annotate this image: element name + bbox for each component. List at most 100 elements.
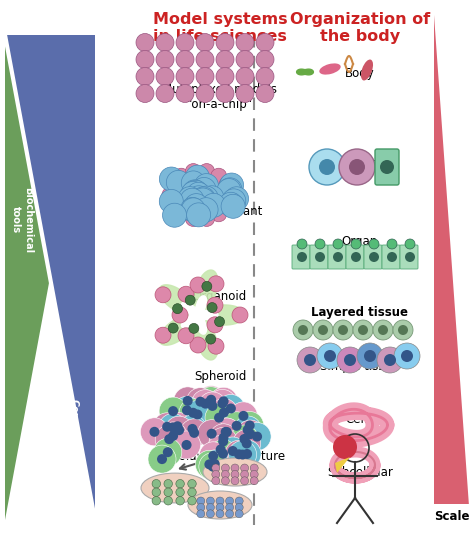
Circle shape (182, 198, 205, 222)
Circle shape (166, 171, 191, 195)
Circle shape (209, 390, 237, 417)
Circle shape (159, 397, 187, 425)
Circle shape (241, 477, 248, 485)
Circle shape (237, 420, 264, 448)
Circle shape (197, 386, 225, 414)
Circle shape (185, 211, 201, 227)
Circle shape (236, 34, 254, 52)
Circle shape (208, 462, 218, 472)
FancyBboxPatch shape (328, 245, 346, 269)
Circle shape (197, 387, 225, 415)
Circle shape (204, 459, 214, 470)
Circle shape (218, 437, 228, 447)
Circle shape (178, 328, 194, 344)
Circle shape (216, 497, 224, 505)
Circle shape (184, 180, 208, 204)
Circle shape (162, 187, 178, 203)
Circle shape (221, 195, 245, 219)
Circle shape (173, 431, 201, 459)
Circle shape (216, 68, 234, 85)
Circle shape (226, 503, 234, 511)
Circle shape (208, 401, 218, 411)
Circle shape (201, 193, 226, 217)
Circle shape (216, 34, 234, 52)
Circle shape (156, 34, 174, 52)
Circle shape (191, 390, 219, 418)
Circle shape (333, 239, 343, 249)
Circle shape (172, 307, 188, 323)
Circle shape (210, 424, 237, 452)
Circle shape (206, 503, 214, 511)
Circle shape (358, 325, 368, 335)
FancyBboxPatch shape (364, 245, 382, 269)
Circle shape (393, 320, 413, 340)
Text: Model systems
in life sciences: Model systems in life sciences (153, 12, 287, 44)
Circle shape (164, 412, 191, 440)
Circle shape (200, 185, 224, 210)
Circle shape (333, 435, 357, 459)
FancyBboxPatch shape (346, 245, 364, 269)
Circle shape (173, 206, 189, 222)
Circle shape (154, 438, 182, 466)
Circle shape (226, 497, 234, 505)
Circle shape (185, 295, 195, 305)
Circle shape (231, 477, 239, 485)
Circle shape (333, 320, 353, 340)
Circle shape (228, 446, 238, 456)
Circle shape (297, 239, 307, 249)
Circle shape (178, 286, 194, 302)
Circle shape (216, 510, 224, 518)
Text: System: System (338, 157, 382, 170)
Circle shape (176, 51, 194, 69)
Circle shape (185, 164, 201, 180)
Circle shape (401, 350, 413, 362)
Circle shape (219, 173, 244, 197)
Circle shape (192, 409, 202, 419)
Circle shape (318, 325, 328, 335)
Circle shape (219, 396, 228, 406)
Circle shape (378, 325, 388, 335)
Circle shape (184, 193, 209, 217)
Circle shape (176, 480, 184, 488)
Circle shape (351, 252, 361, 262)
Circle shape (189, 428, 199, 438)
Circle shape (351, 239, 361, 249)
Circle shape (380, 160, 394, 174)
Circle shape (208, 338, 224, 354)
Circle shape (168, 406, 178, 416)
Circle shape (221, 464, 229, 472)
Circle shape (176, 68, 194, 85)
Circle shape (156, 85, 174, 102)
Circle shape (250, 464, 258, 472)
Circle shape (188, 497, 196, 505)
Circle shape (256, 51, 274, 69)
Circle shape (212, 464, 220, 472)
Circle shape (205, 403, 233, 432)
Circle shape (231, 464, 239, 472)
Circle shape (159, 422, 187, 450)
Circle shape (194, 198, 218, 222)
Circle shape (337, 347, 363, 373)
Circle shape (159, 189, 183, 213)
Text: Complexity
of culture: Complexity of culture (57, 399, 79, 461)
Circle shape (226, 510, 234, 518)
Circle shape (152, 497, 161, 505)
Circle shape (178, 187, 202, 211)
Circle shape (187, 182, 210, 206)
Circle shape (232, 421, 242, 431)
Circle shape (333, 252, 343, 262)
Circle shape (207, 303, 217, 312)
Circle shape (189, 324, 199, 334)
Circle shape (218, 449, 228, 458)
Circle shape (207, 429, 217, 439)
Circle shape (149, 427, 159, 437)
Text: Cells: Cells (346, 413, 374, 426)
Circle shape (245, 421, 255, 431)
Circle shape (212, 471, 220, 479)
Circle shape (187, 424, 197, 434)
Circle shape (223, 412, 251, 440)
Circle shape (195, 397, 205, 407)
Circle shape (373, 320, 393, 340)
Circle shape (201, 399, 210, 409)
Circle shape (182, 405, 192, 415)
